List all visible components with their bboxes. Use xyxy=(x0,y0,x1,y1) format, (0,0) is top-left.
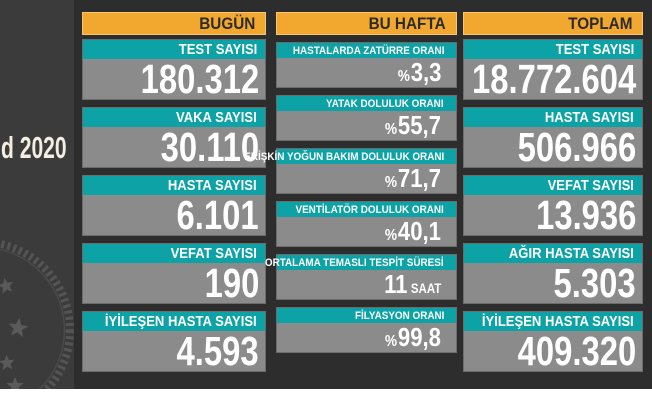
stat-card: VENTİLATÖR DOLULUK ORANI % 40,1 xyxy=(276,201,457,247)
stat-card: İYİLEŞEN HASTA SAYISI 409.320 xyxy=(463,311,643,374)
stat-card: TEST SAYISI 18.772.604 xyxy=(463,39,643,102)
stat-card: VEFAT SAYISI 13.936 xyxy=(463,175,643,238)
stat-card: HASTA SAYISI 506.966 xyxy=(463,107,643,170)
column-toplam: TOPLAM TEST SAYISI 18.772.604 HASTA SAYI… xyxy=(463,12,643,379)
ministry-emblem-icon xyxy=(0,239,74,389)
stat-value: % 99,8 xyxy=(277,322,456,352)
stat-value: 30.110 xyxy=(83,124,265,170)
column-header-bu-hafta: BU HAFTA xyxy=(276,12,457,35)
column-header-bugun: BUGÜN xyxy=(82,12,266,35)
stat-card: HASTALARDA ZATÜRRE ORANI % 3,3 xyxy=(276,42,457,88)
stat-value: 190 xyxy=(83,260,265,306)
column-header-label: BU HAFTA xyxy=(368,13,446,33)
stat-label: VEFAT SAYISI xyxy=(464,176,642,195)
stat-card: VEFAT SAYISI 190 xyxy=(82,243,266,306)
stat-value: 18.772.604 xyxy=(464,56,642,102)
column-bugun: BUGÜN TEST SAYISI 180.312 VAKA SAYISI 30… xyxy=(82,12,266,379)
stat-value: 506.966 xyxy=(464,124,642,170)
stat-value: 11 SAAT xyxy=(277,269,456,299)
stat-card: FİLYASYON ORANI % 99,8 xyxy=(276,307,457,353)
stat-value: % 55,7 xyxy=(277,110,456,140)
stat-label: FİLYASYON ORANI xyxy=(277,308,456,323)
stat-label: HASTA SAYISI xyxy=(83,176,265,195)
stat-value: % 40,1 xyxy=(277,216,456,246)
stat-card: HASTA SAYISI 6.101 xyxy=(82,175,266,238)
stat-value: 5.303 xyxy=(464,260,642,306)
column-bu-hafta: BU HAFTA HASTALARDA ZATÜRRE ORANI % 3,3 Y… xyxy=(244,12,457,360)
stat-value: 409.320 xyxy=(464,328,642,374)
stat-card: VAKA SAYISI 30.110 xyxy=(82,107,266,170)
stat-label: İYİLEŞEN HASTA SAYISI xyxy=(83,312,265,331)
stat-label: HASTALARDA ZATÜRRE ORANI xyxy=(277,43,456,58)
stat-card: TEST SAYISI 180.312 xyxy=(82,39,266,102)
stat-label: VAKA SAYISI xyxy=(83,108,265,127)
left-panel: d 2020 xyxy=(0,0,74,389)
stat-card: ERİŞKİN YOĞUN BAKIM DOLULUK ORANI % 71,7 xyxy=(244,148,457,194)
stat-value: 4.593 xyxy=(83,328,265,374)
stat-card: YATAK DOLULUK ORANI % 55,7 xyxy=(276,95,457,141)
column-header-label: TOPLAM xyxy=(567,13,632,33)
stat-value: 6.101 xyxy=(83,192,265,238)
stat-label: AĞIR HASTA SAYISI xyxy=(464,244,642,263)
stat-label: İYİLEŞEN HASTA SAYISI xyxy=(464,312,642,331)
stat-label: VENTİLATÖR DOLULUK ORANI xyxy=(277,202,456,217)
stat-card: AĞIR HASTA SAYISI 5.303 xyxy=(463,243,643,306)
stat-value: 13.936 xyxy=(464,192,642,238)
stat-label: TEST SAYISI xyxy=(83,40,265,59)
stat-label: ORTALAMA TEMASLI TESPİT SÜRESİ xyxy=(265,255,456,270)
date-text: d 2020 xyxy=(1,130,67,165)
stat-value: % 71,7 xyxy=(277,163,456,193)
stat-card: İYİLEŞEN HASTA SAYISI 4.593 xyxy=(82,311,266,374)
stat-label: YATAK DOLULUK ORANI xyxy=(277,96,456,111)
stat-value: % 3,3 xyxy=(277,57,456,87)
stat-value: 180.312 xyxy=(83,56,265,102)
column-header-label: BUGÜN xyxy=(198,13,255,33)
stat-label: VEFAT SAYISI xyxy=(83,244,265,263)
stat-label: HASTA SAYISI xyxy=(464,108,642,127)
column-header-toplam: TOPLAM xyxy=(463,12,643,35)
stat-card: ORTALAMA TEMASLI TESPİT SÜRESİ 11 SAAT xyxy=(265,254,457,300)
stat-label: TEST SAYISI xyxy=(464,40,642,59)
stat-label: ERİŞKİN YOĞUN BAKIM DOLULUK ORANI xyxy=(244,149,456,164)
